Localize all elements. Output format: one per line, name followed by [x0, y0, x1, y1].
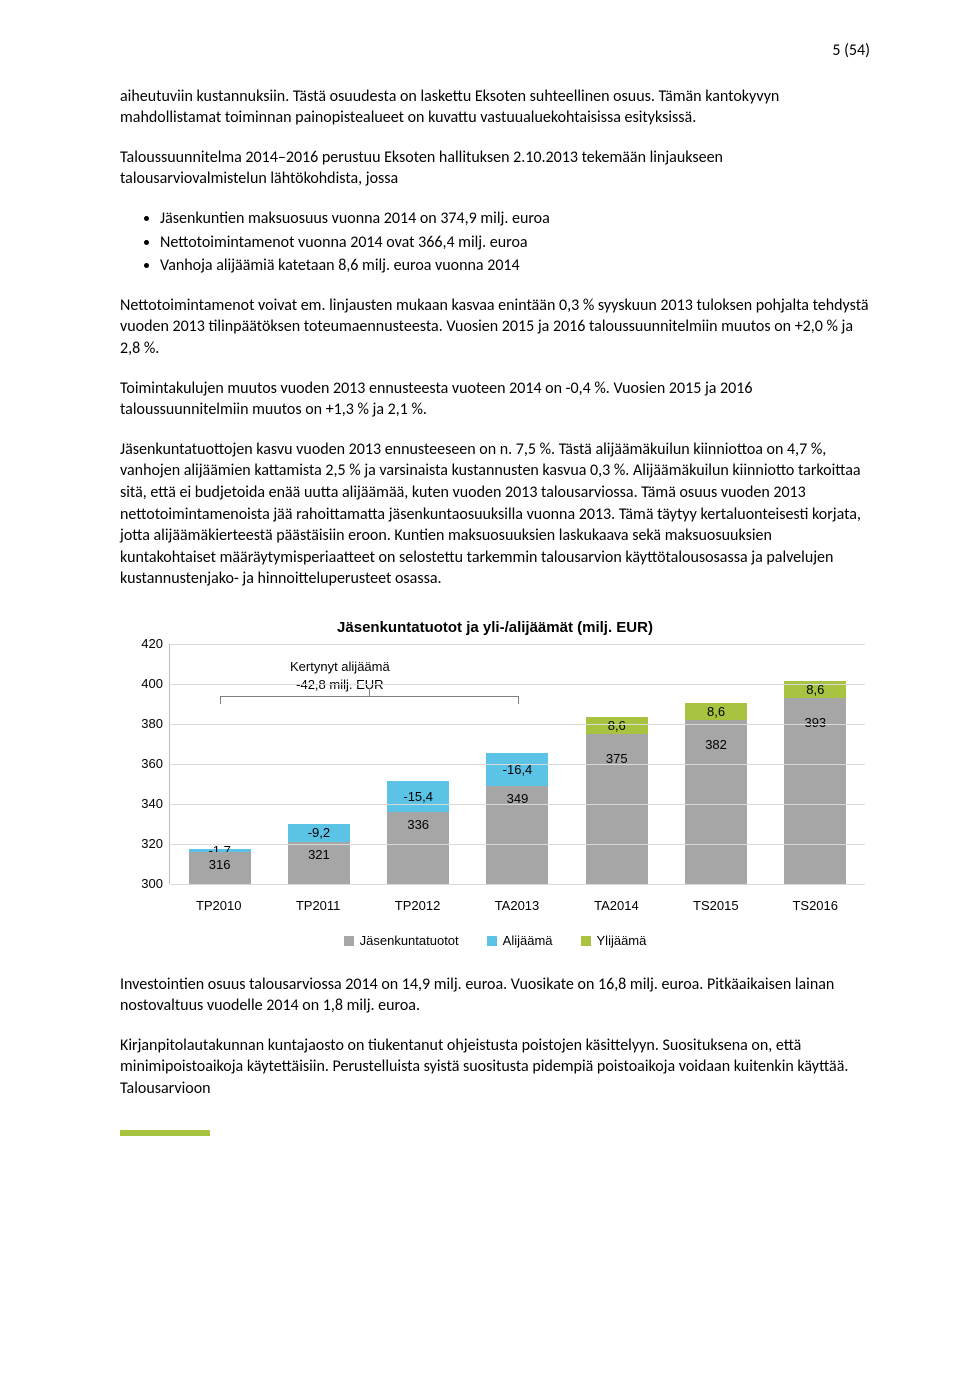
legend-swatch-tuotot — [344, 936, 354, 946]
chart-bar-overlay: 8,6 — [685, 703, 747, 720]
chart-bar-overlay: -9,2 — [288, 824, 350, 842]
chart-gridline — [170, 724, 865, 725]
chart-x-label: TA2013 — [467, 897, 566, 915]
chart-gridline — [170, 644, 865, 645]
chart-x-label: TP2011 — [268, 897, 367, 915]
chart-y-axis: 300320340360380400420 — [125, 644, 169, 884]
legend-item-ylijaama: Ylijäämä — [581, 932, 647, 950]
chart-bar-base: 316 — [189, 852, 251, 884]
legend-label-alijaama: Alijäämä — [503, 932, 553, 950]
chart-bar-base: 382 — [685, 720, 747, 884]
paragraph-5: Jäsenkuntatuottojen kasvu vuoden 2013 en… — [120, 439, 870, 590]
legend-swatch-alijaama — [487, 936, 497, 946]
chart-bracket-end — [220, 696, 221, 704]
chart-gridline — [170, 884, 865, 885]
chart-gridline — [170, 684, 865, 685]
chart-gridline — [170, 764, 865, 765]
chart-y-tick: 400 — [141, 675, 163, 693]
chart-y-tick: 380 — [141, 715, 163, 733]
chart-y-tick: 320 — [141, 835, 163, 853]
paragraph-1: aiheutuviin kustannuksiin. Tästä osuudes… — [120, 86, 870, 129]
chart-title: Jäsenkuntatuotot ja yli-/alijäämät (milj… — [120, 618, 870, 638]
chart-x-label: TP2010 — [169, 897, 268, 915]
chart-bar-overlay: -15,4 — [387, 781, 449, 812]
legend-swatch-ylijaama — [581, 936, 591, 946]
legend-item-tuotot: Jäsenkuntatuotot — [344, 932, 459, 950]
chart-gridline — [170, 804, 865, 805]
legend-item-alijaama: Alijäämä — [487, 932, 553, 950]
chart: 300320340360380400420 -1,7316-9,2321-15,… — [125, 644, 865, 924]
chart-y-tick: 340 — [141, 795, 163, 813]
chart-bar-base: 375 — [586, 734, 648, 884]
chart-y-tick: 360 — [141, 755, 163, 773]
chart-bracket-end — [518, 696, 519, 704]
paragraph-7: Kirjanpitolautakunnan kuntajaosto on tiu… — [120, 1035, 870, 1100]
paragraph-6: Investointien osuus talousarviossa 2014 … — [120, 974, 870, 1017]
footer-accent-bar — [120, 1130, 210, 1136]
chart-bar-base: 321 — [288, 842, 350, 884]
legend-label-ylijaama: Ylijäämä — [597, 932, 647, 950]
chart-bar-overlay: 8,6 — [586, 717, 648, 734]
chart-x-label: TS2015 — [666, 897, 765, 915]
chart-bar-base: 393 — [784, 698, 846, 884]
chart-bracket — [220, 696, 518, 697]
chart-plot: -1,7316-9,2321-15,4336-16,43498,63758,63… — [169, 644, 865, 884]
chart-y-tick: 300 — [141, 875, 163, 893]
chart-bracket-leg — [369, 688, 370, 696]
bullet-list: Jäsenkuntien maksuosuus vuonna 2014 on 3… — [120, 208, 870, 277]
chart-legend: Jäsenkuntatuotot Alijäämä Ylijäämä — [120, 932, 870, 950]
chart-bar-overlay: -16,4 — [486, 753, 548, 786]
paragraph-4: Toimintakulujen muutos vuoden 2013 ennus… — [120, 378, 870, 421]
bullet-3: Vanhoja alijäämiä katetaan 8,6 milj. eur… — [160, 255, 870, 277]
bullet-1: Jäsenkuntien maksuosuus vuonna 2014 on 3… — [160, 208, 870, 230]
chart-x-label: TA2014 — [567, 897, 666, 915]
bullet-2: Nettotoimintamenot vuonna 2014 ovat 366,… — [160, 232, 870, 254]
page-number: 5 (54) — [120, 40, 870, 62]
chart-x-labels: TP2010TP2011TP2012TA2013TA2014TS2015TS20… — [169, 897, 865, 915]
paragraph-3: Nettotoimintamenot voivat em. linjausten… — [120, 295, 870, 360]
chart-annotation-1: Kertynyt alijäämä — [290, 659, 390, 674]
chart-y-tick: 420 — [141, 635, 163, 653]
chart-bar-base: 349 — [486, 786, 548, 884]
chart-x-label: TS2016 — [766, 897, 865, 915]
chart-annotation: Kertynyt alijäämä -42,8 milj. EUR — [290, 658, 390, 693]
chart-bar-base: 336 — [387, 812, 449, 884]
chart-x-label: TP2012 — [368, 897, 467, 915]
paragraph-2: Taloussuunnitelma 2014–2016 perustuu Eks… — [120, 147, 870, 190]
legend-label-tuotot: Jäsenkuntatuotot — [360, 932, 459, 950]
chart-gridline — [170, 844, 865, 845]
chart-block: Jäsenkuntatuotot ja yli-/alijäämät (milj… — [120, 618, 870, 950]
